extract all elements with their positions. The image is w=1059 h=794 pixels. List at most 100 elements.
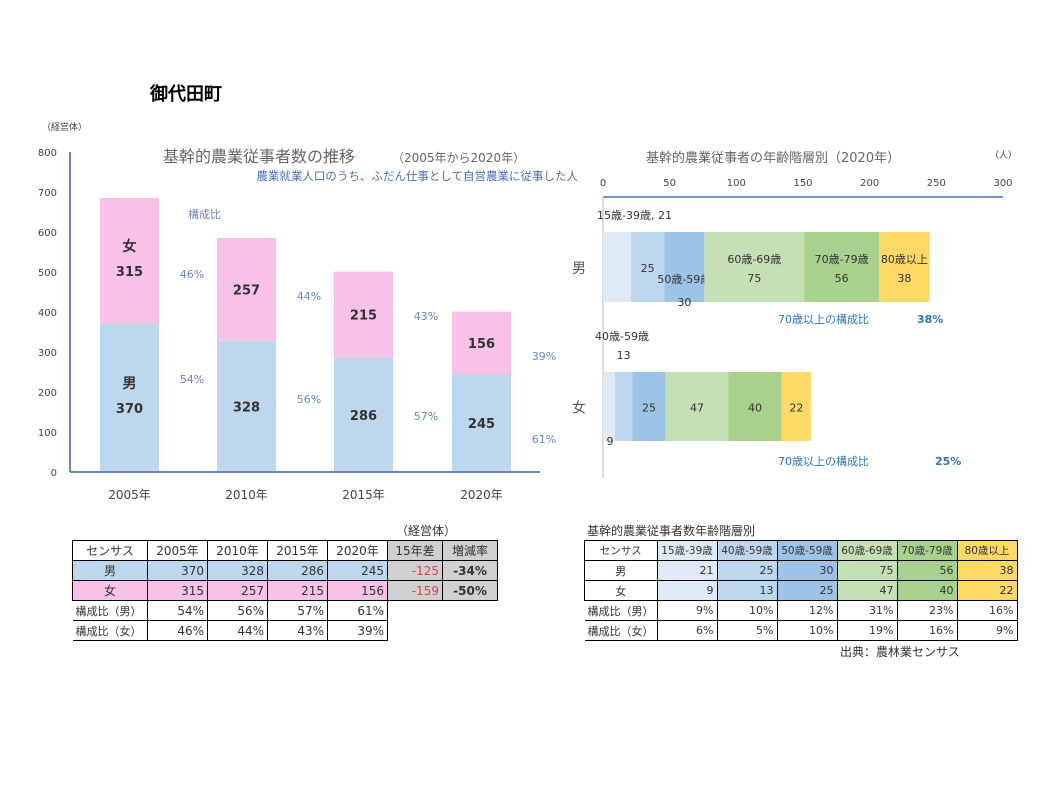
bar-segment bbox=[615, 372, 633, 441]
bar-male bbox=[334, 357, 393, 472]
bar-segment bbox=[665, 372, 729, 441]
table-cell: 13 bbox=[716, 580, 778, 601]
share-value: 43% bbox=[414, 310, 438, 323]
source-note: 出典：農林業センサス bbox=[840, 645, 960, 659]
y-tick-label: 100 bbox=[38, 428, 57, 439]
data-label: 286 bbox=[350, 409, 377, 424]
bar-segment bbox=[704, 232, 805, 302]
x-tick-label: 300 bbox=[993, 178, 1012, 189]
y-axis-label: （経営体） bbox=[42, 121, 87, 133]
data-label: 25 bbox=[641, 262, 655, 275]
x-tick-label: 2010年 bbox=[225, 488, 268, 502]
data-label: 38 bbox=[897, 272, 911, 285]
table-cell: 156 bbox=[327, 580, 388, 601]
table-cell: -50% bbox=[442, 580, 498, 601]
category-label: 女 bbox=[572, 400, 586, 417]
table-cell: 構成比（男） bbox=[584, 600, 658, 621]
series-label: 男 bbox=[123, 376, 137, 392]
x-tick-label: 2015年 bbox=[342, 488, 385, 502]
column-header: 2010年 bbox=[207, 540, 268, 561]
table-cell: 40 bbox=[896, 580, 958, 601]
bar-segment bbox=[781, 372, 811, 441]
table-cell: -125 bbox=[387, 560, 443, 581]
table-cell: 39% bbox=[327, 620, 388, 641]
bar-segment bbox=[603, 232, 631, 302]
table-row: 構成比（男） 54% 56% 57% 61% bbox=[72, 600, 498, 621]
table-cell: 215 bbox=[267, 580, 328, 601]
table-cell: 6% bbox=[656, 620, 718, 641]
bar-segment bbox=[804, 232, 879, 302]
table-cell: 43% bbox=[267, 620, 328, 641]
table2-title: 基幹的農業従事者数年齢階層別 bbox=[587, 524, 756, 538]
bar-segment bbox=[603, 372, 615, 441]
y-tick-label: 300 bbox=[38, 348, 57, 359]
column-header: センサス bbox=[584, 540, 658, 561]
column-header: 80歳以上 bbox=[956, 540, 1018, 561]
table-cell: 315 bbox=[147, 580, 208, 601]
bar-male bbox=[217, 340, 276, 472]
series-label: 50歳-59歳 bbox=[657, 273, 711, 286]
share-label: 構成比 bbox=[188, 208, 221, 221]
y-tick-label: 600 bbox=[38, 228, 57, 239]
x-tick-label: 50 bbox=[663, 178, 676, 189]
table-cell: 9% bbox=[656, 600, 718, 621]
table-row: 女 315 257 215 156 -159 -50% bbox=[72, 580, 498, 601]
table-cell: -34% bbox=[442, 560, 498, 581]
table-cell: 245 bbox=[327, 560, 388, 581]
data-label: 22 bbox=[789, 402, 803, 415]
table-cell: 22 bbox=[956, 580, 1018, 601]
bar-segment bbox=[879, 232, 930, 302]
x-tick-label: 250 bbox=[927, 178, 946, 189]
table-cell: 257 bbox=[207, 580, 268, 601]
table-cell: 46% bbox=[147, 620, 208, 641]
share-value: 56% bbox=[297, 393, 321, 406]
table-cell: 構成比（男） bbox=[72, 600, 148, 621]
table-cell: 構成比（女） bbox=[72, 620, 148, 641]
table-row: 女 9 13 25 47 40 22 bbox=[584, 580, 1018, 601]
table-cell: 5% bbox=[716, 620, 778, 641]
column-header: 増減率 bbox=[442, 540, 498, 561]
data-label: 47 bbox=[690, 402, 704, 415]
column-header: 15歳-39歳 bbox=[656, 540, 718, 561]
y-tick-label: 700 bbox=[38, 188, 57, 199]
data-label: 156 bbox=[468, 337, 495, 352]
table-cell: 54% bbox=[147, 600, 208, 621]
table-cell: 61% bbox=[327, 600, 388, 621]
x-tick-label: 150 bbox=[793, 178, 812, 189]
table-cell: 23% bbox=[896, 600, 958, 621]
x-tick-label: 0 bbox=[600, 178, 606, 189]
table-cell: 10% bbox=[716, 600, 778, 621]
x-tick-label: 100 bbox=[727, 178, 746, 189]
table-row: 構成比（女） 6% 5% 10% 19% 16% 9% bbox=[584, 620, 1018, 641]
trend-chart: 0 100 200 300 400 500 600 700 800 （経営体） 基幹的農業従事者数の… bbox=[38, 121, 579, 502]
data-label: 40 bbox=[748, 402, 762, 415]
table-cell: 56% bbox=[207, 600, 268, 621]
column-header: 2020年 bbox=[327, 540, 388, 561]
bar-male bbox=[100, 324, 159, 472]
table-cell: 25 bbox=[716, 560, 778, 581]
table-cell: 75 bbox=[836, 560, 898, 581]
series-label: 70歳-79歳 bbox=[815, 253, 869, 266]
table-cell: 56 bbox=[896, 560, 958, 581]
table-row: 男 21 25 30 75 56 38 bbox=[584, 560, 1018, 581]
data-label: 215 bbox=[350, 309, 377, 324]
annotation-label: 70歳以上の構成比 bbox=[778, 313, 869, 326]
table-header-row: センサス 15歳-39歳 40歳-59歳 50歳-59歳 60歳-69歳 70歳-79歳 8… bbox=[584, 540, 1018, 561]
table-cell: 9% bbox=[956, 620, 1018, 641]
data-label: 370 bbox=[116, 402, 143, 417]
bar-female bbox=[334, 271, 393, 358]
share-value: 44% bbox=[297, 290, 321, 303]
table-header-row: センサス 2005年 2010年 2015年 2020年 15年差 増減率 bbox=[72, 540, 498, 561]
annotation-value: 25% bbox=[935, 455, 961, 468]
bar-female bbox=[100, 198, 159, 324]
table-cell: 16% bbox=[896, 620, 958, 641]
column-header: 2015年 bbox=[267, 540, 328, 561]
y-tick-label: 400 bbox=[38, 308, 57, 319]
table-row: 構成比（女） 46% 44% 43% 39% bbox=[72, 620, 498, 641]
y-tick-label: 200 bbox=[38, 388, 57, 399]
data-label: 56 bbox=[835, 272, 849, 285]
table-cell: -159 bbox=[387, 580, 443, 601]
series-label: 80歳以上 bbox=[881, 253, 928, 266]
x-tick-label: 2020年 bbox=[460, 488, 503, 502]
unit-label: （人） bbox=[990, 150, 1017, 161]
